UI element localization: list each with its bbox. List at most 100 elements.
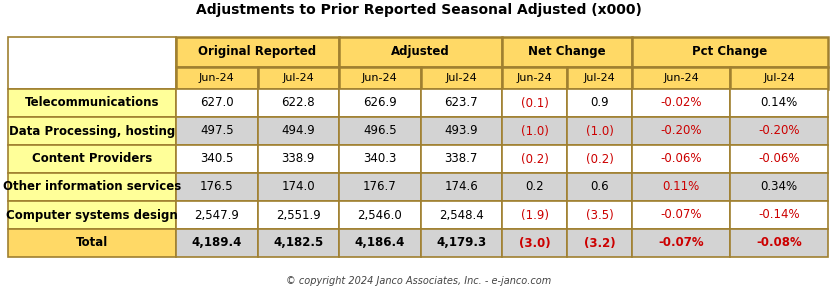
Text: 2,551.9: 2,551.9: [276, 209, 321, 222]
Bar: [8, 89, 176, 117]
Bar: [632, 145, 730, 173]
Text: (1.0): (1.0): [520, 124, 548, 137]
Text: Pct Change: Pct Change: [692, 45, 768, 58]
Text: 4,182.5: 4,182.5: [273, 237, 323, 250]
Text: 623.7: 623.7: [444, 96, 478, 109]
Text: 2,548.4: 2,548.4: [439, 209, 484, 222]
Bar: [730, 173, 828, 201]
Text: Jun-24: Jun-24: [663, 73, 699, 83]
Text: Jul-24: Jul-24: [282, 73, 314, 83]
Bar: [567, 173, 632, 201]
Text: (3.5): (3.5): [586, 209, 613, 222]
Bar: [8, 201, 176, 229]
Bar: [421, 117, 502, 145]
Text: 0.6: 0.6: [590, 181, 609, 194]
Text: Adjusted: Adjusted: [391, 45, 450, 58]
Bar: [339, 117, 421, 145]
Bar: [502, 67, 567, 89]
Text: Jul-24: Jul-24: [583, 73, 615, 83]
Text: 493.9: 493.9: [444, 124, 478, 137]
Text: 627.0: 627.0: [200, 96, 234, 109]
Text: Content Providers: Content Providers: [32, 153, 153, 165]
Bar: [176, 37, 339, 67]
Text: 626.9: 626.9: [363, 96, 396, 109]
Bar: [567, 89, 632, 117]
Bar: [339, 145, 421, 173]
Bar: [176, 145, 257, 173]
Bar: [502, 89, 567, 117]
Text: Jul-24: Jul-24: [763, 73, 795, 83]
Text: Jun-24: Jun-24: [516, 73, 552, 83]
Bar: [502, 173, 567, 201]
Bar: [730, 67, 828, 89]
Text: -0.07%: -0.07%: [658, 237, 704, 250]
Bar: [339, 67, 421, 89]
Text: (3.0): (3.0): [519, 237, 551, 250]
Text: Computer systems design: Computer systems design: [6, 209, 178, 222]
Text: -0.20%: -0.20%: [660, 124, 701, 137]
Bar: [257, 89, 339, 117]
Text: 0.11%: 0.11%: [662, 181, 700, 194]
Text: Jun-24: Jun-24: [199, 73, 235, 83]
Bar: [567, 229, 632, 257]
Bar: [257, 229, 339, 257]
Text: -0.06%: -0.06%: [758, 153, 799, 165]
Bar: [339, 89, 421, 117]
Text: 2,547.9: 2,547.9: [194, 209, 239, 222]
Bar: [567, 117, 632, 145]
Bar: [730, 145, 828, 173]
Text: 340.5: 340.5: [200, 153, 234, 165]
Bar: [567, 145, 632, 173]
Bar: [632, 67, 730, 89]
Bar: [502, 117, 567, 145]
Bar: [502, 37, 632, 67]
Text: 497.5: 497.5: [200, 124, 234, 137]
Text: Total: Total: [76, 237, 108, 250]
Bar: [339, 229, 421, 257]
Text: 174.6: 174.6: [444, 181, 478, 194]
Bar: [632, 89, 730, 117]
Text: Data Processing, hosting: Data Processing, hosting: [9, 124, 175, 137]
Bar: [567, 67, 632, 89]
Text: Telecommunications: Telecommunications: [25, 96, 159, 109]
Bar: [339, 37, 502, 67]
Text: (1.0): (1.0): [586, 124, 613, 137]
Text: 338.9: 338.9: [282, 153, 315, 165]
Text: © copyright 2024 Janco Associates, Inc. - e-janco.com: © copyright 2024 Janco Associates, Inc. …: [287, 276, 551, 286]
Bar: [421, 229, 502, 257]
Text: Net Change: Net Change: [528, 45, 606, 58]
Text: 0.14%: 0.14%: [760, 96, 798, 109]
Text: 2,546.0: 2,546.0: [357, 209, 402, 222]
Text: Adjustments to Prior Reported Seasonal Adjusted (x000): Adjustments to Prior Reported Seasonal A…: [196, 3, 642, 17]
Bar: [257, 117, 339, 145]
Bar: [339, 173, 421, 201]
Text: (3.2): (3.2): [584, 237, 615, 250]
Bar: [176, 67, 257, 89]
Text: 622.8: 622.8: [282, 96, 315, 109]
Bar: [421, 145, 502, 173]
Text: Jun-24: Jun-24: [362, 73, 397, 83]
Bar: [176, 117, 257, 145]
Bar: [257, 173, 339, 201]
Text: Other information services: Other information services: [3, 181, 181, 194]
Text: -0.02%: -0.02%: [660, 96, 701, 109]
Bar: [257, 201, 339, 229]
Bar: [421, 89, 502, 117]
Text: Jul-24: Jul-24: [445, 73, 477, 83]
Text: 4,189.4: 4,189.4: [192, 237, 242, 250]
Text: -0.08%: -0.08%: [756, 237, 802, 250]
Bar: [257, 145, 339, 173]
Text: 176.7: 176.7: [363, 181, 396, 194]
Bar: [339, 201, 421, 229]
Bar: [502, 229, 567, 257]
Bar: [176, 201, 257, 229]
Text: 174.0: 174.0: [282, 181, 315, 194]
Bar: [421, 67, 502, 89]
Text: (0.2): (0.2): [520, 153, 548, 165]
Text: (1.9): (1.9): [520, 209, 549, 222]
Text: Original Reported: Original Reported: [199, 45, 317, 58]
Bar: [730, 117, 828, 145]
Text: 338.7: 338.7: [445, 153, 478, 165]
Bar: [8, 173, 176, 201]
Bar: [8, 145, 176, 173]
